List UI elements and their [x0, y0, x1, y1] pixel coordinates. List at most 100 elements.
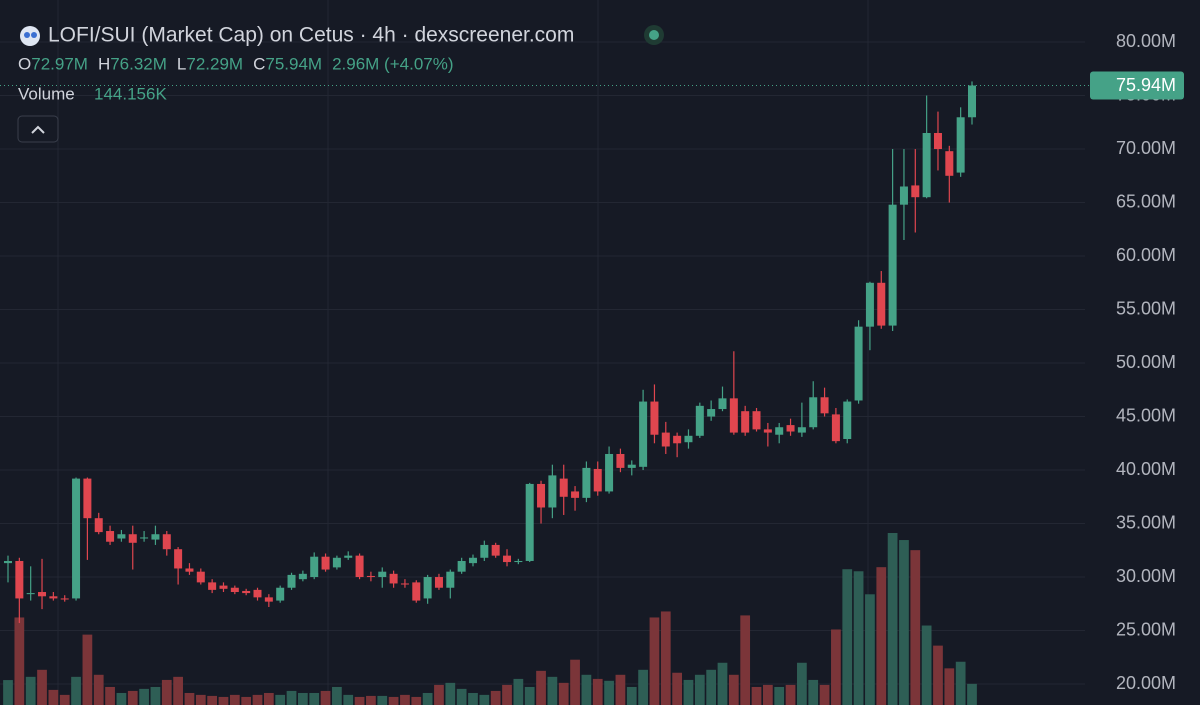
candle-body: [718, 398, 727, 410]
logo-eye: [31, 32, 37, 38]
volume-bar: [865, 594, 875, 705]
volume-bar: [728, 674, 739, 705]
candle-body: [310, 556, 319, 578]
volume-bar: [490, 690, 501, 705]
candle-body: [786, 425, 795, 432]
volume-bar: [456, 688, 467, 705]
volume-bar: [354, 696, 365, 705]
volume-bar: [967, 683, 977, 705]
candle-body: [94, 518, 103, 533]
ohlc-value: 75.94M: [265, 54, 322, 73]
volume-bar: [683, 679, 694, 705]
volume-bar: [37, 669, 47, 705]
y-tick-label: 65.00M: [1116, 191, 1176, 211]
y-tick-label: 50.00M: [1116, 352, 1176, 372]
candle-body: [775, 427, 784, 435]
volume-bar: [808, 679, 819, 705]
volume-bar: [933, 645, 943, 705]
volume-bar: [524, 686, 535, 705]
candle-body: [26, 593, 35, 595]
volume-bar: [502, 684, 512, 705]
candle-body: [128, 534, 137, 543]
volume-bar: [139, 688, 149, 705]
candle-body: [684, 435, 693, 443]
volume-bar: [343, 694, 354, 705]
ohlc-value: 76.32M: [110, 54, 167, 73]
volume-bar: [309, 692, 320, 705]
volume-bar: [638, 669, 648, 705]
candle-body: [922, 132, 931, 198]
volume-bar: [298, 692, 308, 705]
candle-body: [287, 574, 296, 588]
button-box[interactable]: [17, 115, 59, 143]
collapse-button[interactable]: [17, 115, 59, 143]
candle-body: [843, 401, 852, 440]
volume-bar: [751, 686, 762, 705]
volume-bar: [921, 625, 932, 705]
volume-bar: [377, 695, 388, 705]
volume-bar: [400, 694, 410, 705]
volume-bar: [819, 684, 830, 705]
volume-bar: [127, 690, 138, 705]
candle-body: [72, 478, 81, 599]
volume-bar: [842, 569, 853, 705]
volume-bar: [785, 684, 796, 705]
volume-bar: [774, 686, 785, 705]
candle-body: [661, 432, 670, 447]
y-tick-label: 35.00M: [1116, 512, 1176, 532]
y-tick-label: 45.00M: [1116, 405, 1176, 425]
ohlc-value: 72.97M: [31, 54, 88, 73]
candle-body: [854, 326, 863, 401]
volume-bar: [388, 696, 399, 705]
volume-bar: [207, 695, 218, 705]
candle-body: [174, 549, 183, 569]
candle-body: [230, 587, 239, 593]
volume-bar: [536, 670, 546, 705]
candle-body: [673, 435, 682, 444]
candle-body: [650, 401, 659, 435]
last-price-label: 75.94M: [1116, 75, 1176, 95]
chevron-up[interactable]: [31, 125, 45, 134]
logo: [20, 26, 40, 46]
logo-eye: [24, 32, 30, 38]
candle-body: [332, 557, 341, 568]
volume-bar: [831, 629, 841, 705]
candle-body: [38, 592, 47, 597]
candle-body: [831, 414, 840, 442]
ohlc-legend: O 72.97M H 76.32M L 72.29M C 75.94M: [18, 54, 322, 73]
candle-body: [968, 85, 976, 118]
status-dot: [649, 30, 659, 40]
candle-body: [797, 427, 806, 433]
candles: [4, 81, 976, 624]
candle-body: [378, 571, 387, 578]
candle-body: [344, 555, 353, 558]
y-tick-label: 60.00M: [1116, 245, 1176, 265]
candle-body: [537, 483, 546, 508]
candle-body: [582, 467, 591, 498]
volume-bar: [944, 668, 955, 705]
volume-bar: [570, 659, 580, 705]
volume-pane: [3, 533, 977, 705]
volume-bar: [218, 696, 229, 705]
y-tick-label: 55.00M: [1116, 298, 1176, 318]
volume-bar: [445, 682, 456, 705]
volume-bar: [626, 686, 637, 705]
candle-body: [389, 573, 398, 584]
y-tick-label: 40.00M: [1116, 459, 1176, 479]
candle-body: [457, 560, 466, 572]
volume-bar: [320, 690, 331, 705]
candle-body: [763, 429, 772, 433]
candle-body: [162, 534, 171, 550]
y-tick-label: 70.00M: [1116, 138, 1176, 158]
y-tick-label: 25.00M: [1116, 619, 1176, 639]
volume-value: 144.156K: [94, 84, 167, 103]
volume-bar: [672, 672, 682, 705]
volume-bar: [184, 692, 195, 705]
volume-bar: [887, 533, 898, 705]
volume-bar: [229, 694, 240, 705]
volume-bar: [263, 692, 274, 705]
ohlc-value: 72.29M: [186, 54, 243, 73]
volume-bar: [14, 617, 25, 705]
candle-body: [242, 590, 251, 594]
volume-bar: [82, 634, 93, 705]
